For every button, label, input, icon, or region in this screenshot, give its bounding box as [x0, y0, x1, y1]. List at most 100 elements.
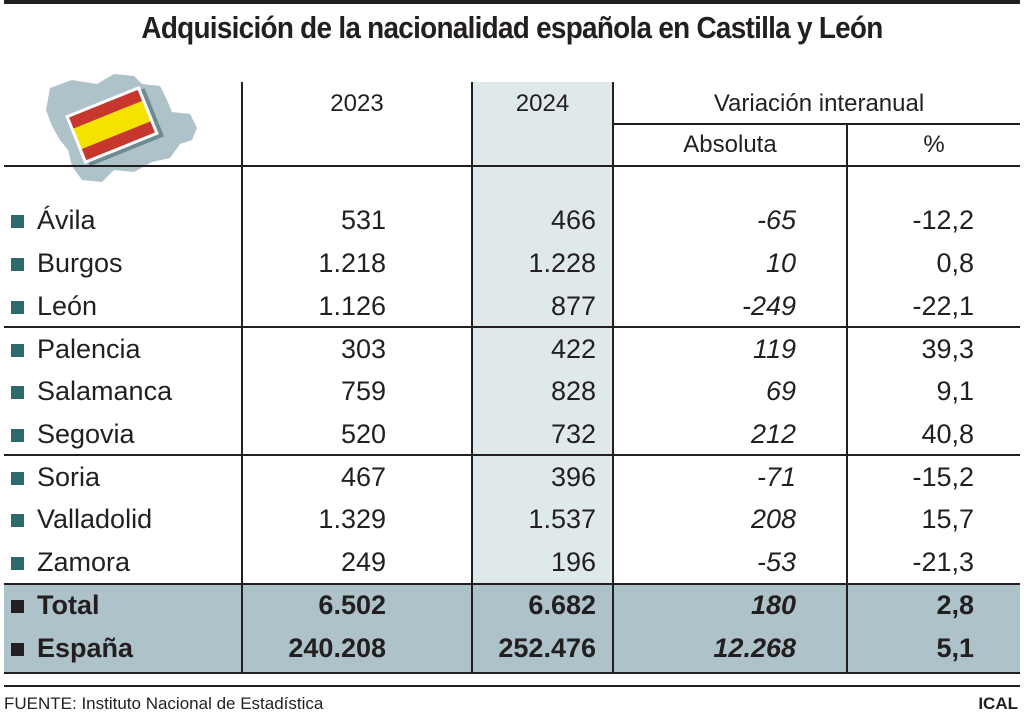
row-bullet-icon	[11, 301, 24, 314]
value-2023: 6.502	[318, 590, 386, 620]
row-bullet-icon	[11, 215, 24, 228]
value-2023: 1.218	[318, 248, 386, 278]
row-bullet-icon	[11, 514, 24, 527]
value-percent-change: 9,1	[936, 376, 974, 406]
row-name: Segovia	[37, 419, 135, 449]
group-rule-2	[4, 454, 1020, 456]
header-2023: 2023	[330, 90, 384, 117]
value-2023: 531	[340, 205, 386, 235]
row-name: Valladolid	[37, 504, 153, 534]
row-bullet-icon	[11, 600, 24, 613]
value-2023: 520	[340, 419, 386, 449]
table-row: Salamanca 759 828 69 9,1	[0, 371, 1024, 413]
value-2024: 1.228	[528, 248, 596, 278]
row-name: Palencia	[37, 334, 141, 364]
value-absolute-change: 119	[752, 334, 796, 364]
top-rule	[4, 0, 1020, 4]
col-divider-4	[846, 124, 848, 673]
value-percent-change: -21,3	[912, 547, 974, 577]
value-percent-change: 5,1	[936, 633, 974, 663]
table-row: Burgos 1.218 1.228 10 0,8	[0, 243, 1024, 285]
row-name: Ávila	[37, 205, 96, 235]
value-absolute-change: -65	[756, 205, 796, 235]
row-bullet-icon	[11, 258, 24, 271]
row-bullet-icon	[11, 429, 24, 442]
table-row: Segovia 520 732 212 40,8	[0, 414, 1024, 456]
flag-red-bottom	[81, 121, 155, 161]
value-percent-change: -15,2	[912, 462, 974, 492]
value-absolute-change: -249	[741, 291, 796, 321]
value-2024: 6.682	[528, 590, 596, 620]
row-name: Soria	[37, 462, 101, 492]
value-percent-change: -22,1	[912, 291, 974, 321]
row-name: Total	[37, 590, 100, 620]
value-2024: 396	[550, 462, 596, 492]
total-row: Total 6.502 6.682 180 2,8	[0, 585, 1024, 627]
value-2023: 249	[340, 547, 386, 577]
col-divider-1	[241, 82, 243, 673]
col-divider-3	[612, 82, 614, 673]
totals-band	[4, 584, 1020, 673]
row-bullet-icon	[11, 557, 24, 570]
row-bullet-icon	[11, 472, 24, 485]
value-absolute-change: 10	[765, 248, 796, 278]
variation-subheader-rule	[613, 123, 1020, 125]
total-row: España 240.208 252.476 12.268 5,1	[0, 628, 1024, 670]
brand-label: ICAL	[978, 694, 1018, 713]
flag-red-top	[69, 89, 143, 129]
header-2024: 2024	[515, 90, 570, 117]
value-percent-change: 39,3	[921, 334, 974, 364]
value-2024: 877	[550, 291, 596, 321]
value-2024: 828	[550, 376, 596, 406]
value-absolute-change: -53	[756, 547, 796, 577]
value-percent-change: 2,8	[936, 590, 974, 620]
row-name: España	[37, 633, 134, 663]
group-rule-1	[4, 326, 1020, 328]
row-bullet-icon	[11, 386, 24, 399]
header-percent: %	[923, 131, 945, 158]
value-2023: 1.329	[318, 504, 386, 534]
table-row: León 1.126 877 -249 -22,1	[0, 286, 1024, 328]
value-absolute-change: 12.268	[713, 633, 796, 663]
value-2024: 1.537	[528, 504, 596, 534]
value-absolute-change: 180	[750, 590, 796, 620]
row-name: Salamanca	[37, 376, 173, 406]
value-2024: 422	[550, 334, 596, 364]
table-row: Valladolid 1.329 1.537 208 15,7	[0, 499, 1024, 541]
flag-yellow	[73, 100, 151, 150]
value-percent-change: 0,8	[936, 248, 974, 278]
row-name: Burgos	[37, 248, 123, 278]
row-bullet-icon	[11, 344, 24, 357]
totals-top-rule	[4, 583, 1020, 585]
value-2024: 466	[550, 205, 596, 235]
source-note: FUENTE: Instituto Nacional de Estadístic…	[4, 694, 324, 713]
value-2023: 240.208	[288, 633, 386, 663]
header-variation: Variación interanual	[713, 90, 925, 117]
table-row: Zamora 249 196 -53 -21,3	[0, 542, 1024, 584]
col-divider-2	[471, 82, 473, 673]
value-2024: 732	[550, 419, 596, 449]
totals-bottom-rule	[4, 672, 1020, 674]
value-absolute-change: 212	[750, 419, 796, 449]
row-bullet-icon	[11, 643, 24, 656]
value-2024: 252.476	[498, 633, 596, 663]
table-row: Ávila 531 466 -65 -12,2	[0, 200, 1024, 242]
value-percent-change: 40,8	[921, 419, 974, 449]
footer-rule	[4, 685, 1020, 687]
value-absolute-change: 208	[750, 504, 796, 534]
castilla-leon-map-with-spain-flag-icon	[46, 74, 197, 182]
header-absolute: Absoluta	[683, 131, 777, 158]
value-2023: 467	[340, 462, 386, 492]
value-percent-change: -12,2	[912, 205, 974, 235]
row-name: León	[37, 291, 98, 321]
row-name: Zamora	[37, 547, 131, 577]
chart-title: Adquisición de la nacionalidad española …	[141, 10, 883, 45]
value-2023: 303	[340, 334, 386, 364]
value-2024: 196	[550, 547, 596, 577]
value-2023: 759	[340, 376, 386, 406]
header-bottom-rule	[4, 165, 1020, 167]
value-absolute-change: 69	[765, 376, 796, 406]
value-absolute-change: -71	[756, 462, 796, 492]
value-percent-change: 15,7	[921, 504, 974, 534]
value-2023: 1.126	[318, 291, 386, 321]
